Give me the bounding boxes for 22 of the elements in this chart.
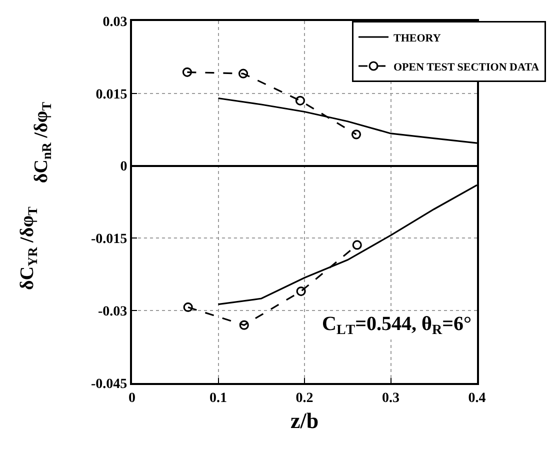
y-tick-label: 0.015 xyxy=(96,87,128,102)
y-tick-label: -0.015 xyxy=(91,232,128,248)
y-tick-label: 0.03 xyxy=(102,14,128,30)
x-tick-label: 0.1 xyxy=(210,390,227,406)
point xyxy=(182,67,192,77)
point xyxy=(351,130,362,140)
legend-label: OPEN TEST SECTION DATA xyxy=(394,61,540,74)
point xyxy=(295,96,305,106)
x-tick-label: 0.4 xyxy=(468,390,486,406)
annotation: C$_{L}$$_{T}$=0.544, θ$_{R}$=6° xyxy=(322,313,472,338)
point xyxy=(238,68,248,78)
y-tick-label: 0 xyxy=(120,160,128,175)
x-tick-label: 0.2 xyxy=(296,390,314,406)
x-axis-title: z/b xyxy=(290,408,319,434)
point xyxy=(352,240,362,250)
point xyxy=(296,286,306,296)
legend-label: THEORY xyxy=(394,32,441,44)
y-tick-label: -0.03 xyxy=(98,304,128,320)
x-tick-label: 0.3 xyxy=(382,390,400,406)
point xyxy=(239,320,249,330)
y-tick-label: -0.045 xyxy=(91,376,128,392)
point xyxy=(183,302,193,312)
